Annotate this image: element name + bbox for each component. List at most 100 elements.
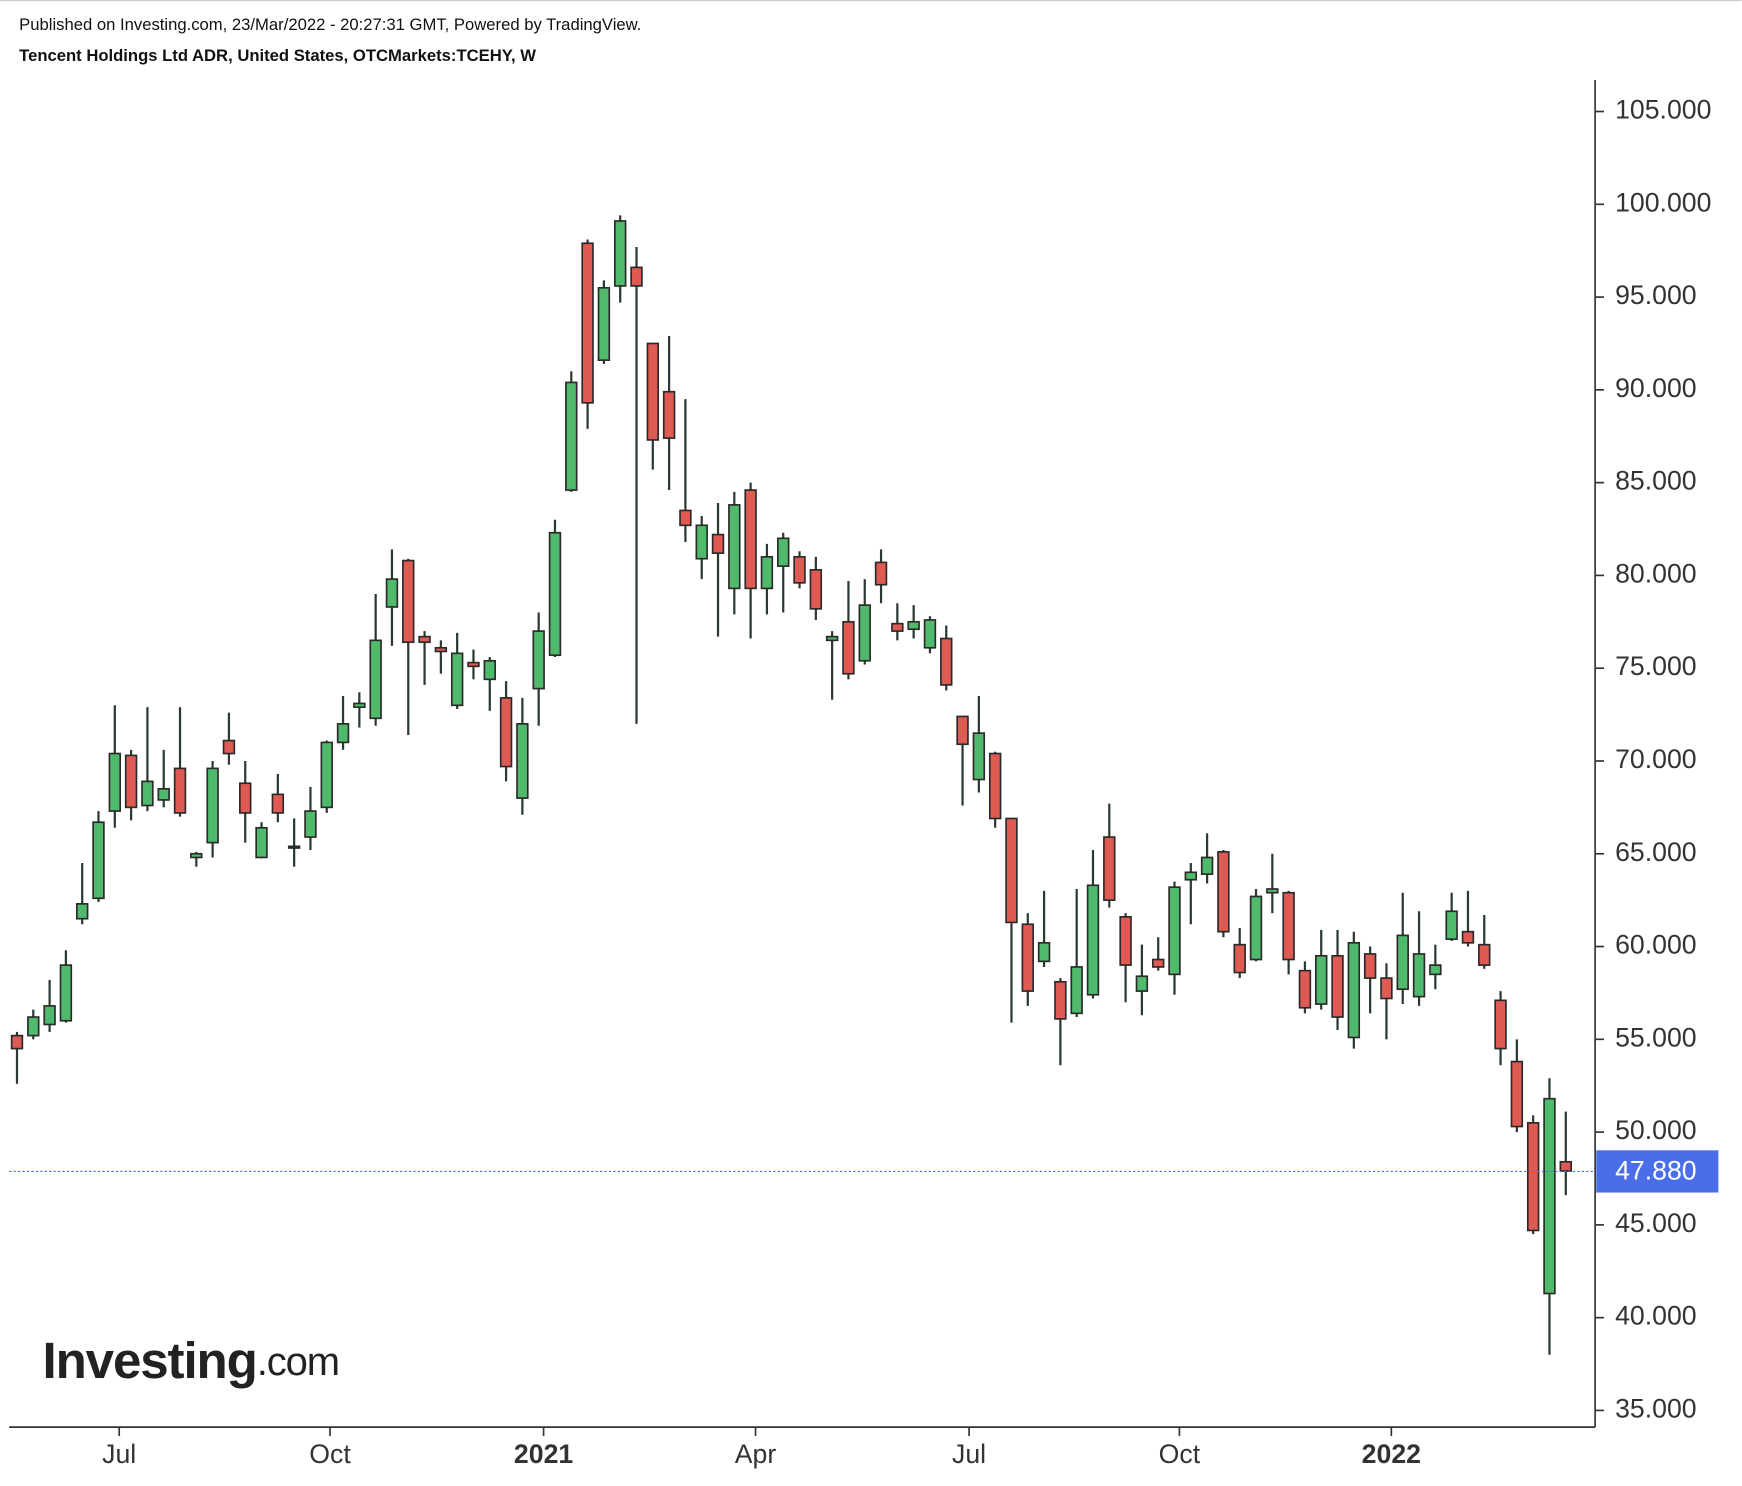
candle-body <box>940 637 953 686</box>
published-note: Published on Investing.com, 23/Mar/2022 … <box>19 15 641 34</box>
candle-body <box>777 537 790 567</box>
candle-body <box>418 635 431 644</box>
candle-body <box>287 845 301 849</box>
candle-body <box>1363 953 1377 979</box>
y-tick-label: 85.000 <box>1615 466 1696 496</box>
candle-body <box>646 342 660 441</box>
candle-body <box>1331 954 1344 1018</box>
candle-body <box>353 702 366 708</box>
y-tick-label: 45.000 <box>1615 1208 1696 1238</box>
y-tick-label: 90.000 <box>1615 373 1696 403</box>
y-tick-label: 100.000 <box>1615 187 1711 217</box>
candle-body <box>825 635 839 642</box>
candle-body <box>1266 888 1279 894</box>
candle-body <box>923 619 937 649</box>
candle-body <box>728 504 741 590</box>
candle-body <box>43 1005 56 1026</box>
candle-body <box>858 604 871 662</box>
candle-body <box>1559 1160 1572 1172</box>
candle-body <box>1005 817 1018 924</box>
y-tick-label: 95.000 <box>1615 280 1696 310</box>
candle-body <box>565 381 578 491</box>
candle-body <box>206 767 219 844</box>
y-tick-label: 80.000 <box>1615 558 1696 588</box>
candle-body <box>1135 975 1149 992</box>
candle-body <box>1412 953 1426 998</box>
candle-body <box>92 821 105 900</box>
x-tick-label: Jul <box>102 1439 136 1469</box>
candle-body <box>1200 856 1214 875</box>
candle-body <box>532 630 545 690</box>
y-tick-label: 50.000 <box>1615 1115 1696 1145</box>
candle-body <box>255 826 268 859</box>
candle-body <box>271 793 285 814</box>
candle-body <box>239 782 252 814</box>
candle-body <box>1494 999 1507 1050</box>
candle-body <box>1510 1060 1524 1128</box>
candle-body <box>1396 934 1409 991</box>
candle-body <box>467 661 480 668</box>
candle-body <box>988 752 1002 820</box>
candle-body <box>1151 958 1165 968</box>
candle-body <box>891 622 904 632</box>
y-tick-label: 105.000 <box>1615 95 1711 125</box>
candle-body <box>1298 969 1312 1009</box>
candle-body <box>711 533 725 554</box>
candle-body <box>1184 871 1198 881</box>
candle-body <box>809 569 823 610</box>
y-tick-label: 40.000 <box>1615 1301 1696 1331</box>
candle-body <box>1086 884 1100 996</box>
candle-body <box>1543 1097 1556 1295</box>
candle-body <box>483 659 496 681</box>
x-tick-label: Jul <box>952 1439 986 1469</box>
watermark: Investing.com <box>42 1331 338 1388</box>
candle-body <box>59 964 73 1022</box>
y-tick-label: 75.000 <box>1615 651 1696 681</box>
y-tick-label: 60.000 <box>1615 930 1696 960</box>
candle-body <box>369 639 382 720</box>
candle-body <box>222 739 236 755</box>
candle-body <box>27 1016 40 1037</box>
candle-body <box>793 556 806 584</box>
x-tick-label: Apr <box>735 1439 777 1469</box>
candle-body <box>1103 836 1116 901</box>
candle-body <box>336 723 350 744</box>
x-tick-label: Oct <box>1159 1439 1201 1469</box>
candle-body <box>499 697 513 768</box>
candle-body <box>1021 923 1034 992</box>
candle-body <box>1445 910 1458 940</box>
candle-body <box>760 556 774 590</box>
candle-body <box>1070 966 1083 1015</box>
candle-body <box>662 390 676 439</box>
candle-body <box>108 752 122 812</box>
candle-body <box>1233 943 1246 974</box>
candle-body <box>907 620 920 631</box>
y-tick-label: 70.000 <box>1615 744 1696 774</box>
y-tick-label: 55.000 <box>1615 1022 1696 1052</box>
symbol-title: Tencent Holdings Ltd ADR, United States,… <box>19 46 536 65</box>
candle-body <box>10 1034 24 1050</box>
candle-body <box>320 741 333 809</box>
candle-body <box>450 652 464 707</box>
candle-body <box>434 646 448 653</box>
candle-body <box>842 620 855 675</box>
candle-body <box>581 242 594 404</box>
y-tick-label: 65.000 <box>1615 837 1696 867</box>
candle-body <box>1526 1121 1540 1232</box>
candle-body <box>1168 886 1181 976</box>
y-tick-label: 35.000 <box>1615 1393 1696 1423</box>
candle-body <box>679 509 692 527</box>
candle-body <box>75 903 89 920</box>
x-tick-label: 2022 <box>1362 1439 1421 1469</box>
watermark-name: Investing <box>42 1331 256 1388</box>
candle-body <box>597 286 611 361</box>
candle-body <box>1380 977 1393 1000</box>
candle-body <box>385 578 399 608</box>
candle-body <box>1461 930 1475 944</box>
last-price-box <box>1596 1150 1719 1193</box>
candle-body <box>190 852 203 859</box>
candle-body <box>1282 891 1295 961</box>
candle-body <box>141 780 154 807</box>
